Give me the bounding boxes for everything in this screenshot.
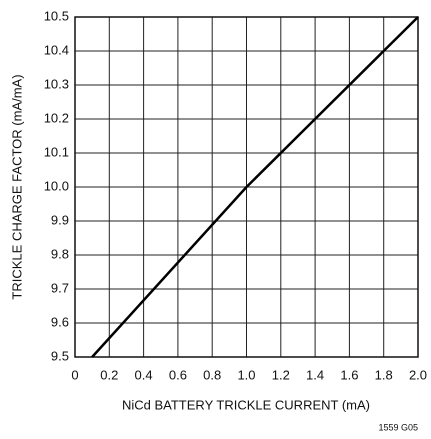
- x-axis-label: NiCd BATTERY TRICKLE CURRENT (mA): [122, 397, 370, 412]
- x-tick-label: 0: [71, 367, 78, 382]
- y-tick-label: 10.5: [44, 8, 69, 23]
- data-line: [91, 16, 419, 358]
- y-tick-label: 10.0: [44, 178, 69, 193]
- x-tick-label: 1.8: [375, 367, 393, 382]
- footnote: 1559 G05: [378, 422, 418, 432]
- y-tick-label: 9.8: [51, 246, 69, 261]
- x-tick-label: 0.4: [135, 367, 153, 382]
- x-tick-label: 1.0: [237, 367, 255, 382]
- y-tick-label: 9.6: [51, 314, 69, 329]
- x-tick-label: 0.2: [100, 367, 118, 382]
- y-tick-label: 9.9: [51, 212, 69, 227]
- y-tick-label: 10.4: [44, 42, 69, 57]
- x-tick-label: 0.6: [169, 367, 187, 382]
- x-tick-label: 2.0: [409, 367, 427, 382]
- y-tick-label: 10.2: [44, 110, 69, 125]
- y-axis-label: TRICKLE CHARGE FACTOR (mA/mA): [9, 74, 24, 299]
- x-tick-label: 1.2: [272, 367, 290, 382]
- x-tick-label: 1.4: [306, 367, 324, 382]
- x-tick-label: 0.8: [203, 367, 221, 382]
- y-tick-label: 10.3: [44, 76, 69, 91]
- y-tick-label: 10.1: [44, 144, 69, 159]
- x-tick-label: 1.6: [340, 367, 358, 382]
- plot-frame: [74, 16, 419, 358]
- y-tick-label: 9.7: [51, 280, 69, 295]
- y-tick-label: 9.5: [51, 348, 69, 363]
